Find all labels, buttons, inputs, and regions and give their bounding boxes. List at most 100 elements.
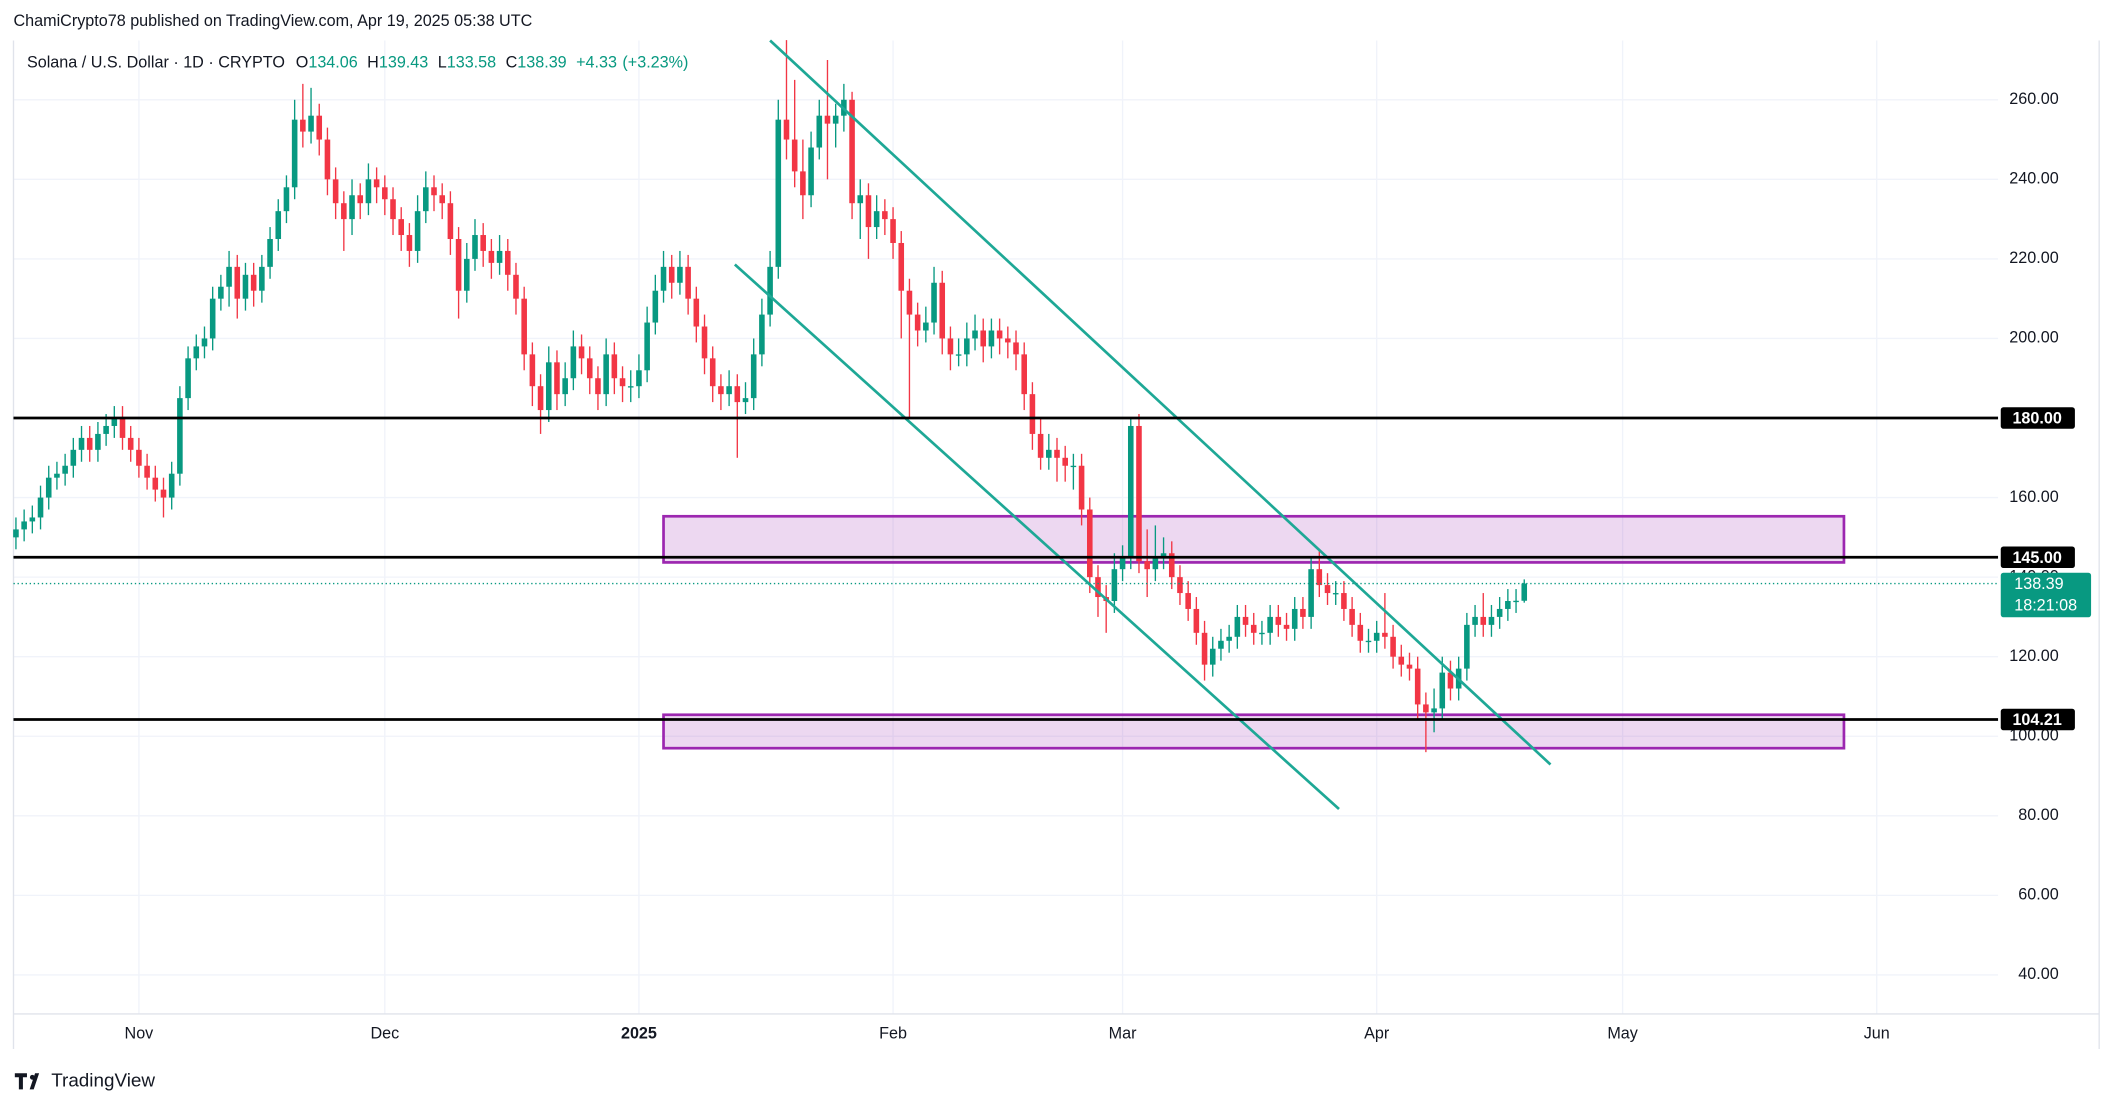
candle-body — [1291, 608, 1298, 629]
candle-body — [357, 195, 364, 204]
candle-body — [619, 378, 626, 387]
candle-body — [1218, 640, 1224, 649]
candle-body — [857, 195, 864, 204]
candle-body — [423, 187, 429, 212]
candle-body — [1177, 577, 1183, 594]
candle-body — [1136, 425, 1142, 562]
candle-body — [168, 473, 175, 498]
candle-body — [972, 330, 978, 339]
candle-body — [1242, 616, 1249, 625]
candle-body — [136, 449, 142, 466]
candle-body — [1341, 593, 1347, 609]
candle-body — [283, 187, 290, 212]
candle-body — [791, 139, 798, 172]
candle-body — [660, 266, 667, 291]
candle-body — [1447, 672, 1454, 689]
candle-body — [1087, 509, 1093, 578]
candle-body — [1168, 553, 1175, 578]
candle-body — [1185, 593, 1191, 609]
candle-body — [1480, 616, 1487, 625]
candle-body — [144, 465, 150, 478]
symbol: Solana / U.S. Dollar · 1D · CRYPTO — [27, 54, 285, 72]
candle-body — [160, 489, 167, 498]
candle-body — [1095, 577, 1101, 598]
candle-body — [390, 199, 396, 220]
candle-body — [504, 250, 511, 275]
candle-body — [308, 115, 314, 132]
candle-body — [1431, 708, 1437, 713]
candle-body — [685, 266, 691, 299]
y-tick-label: 220.00 — [2009, 249, 2058, 267]
candle-body — [1029, 394, 1036, 434]
y-tick-label: 40.00 — [2018, 965, 2058, 983]
ohlc-value: 138.39 — [517, 54, 566, 72]
candle-body — [119, 418, 126, 438]
candle-body — [226, 266, 232, 287]
ohlc-key: H — [367, 54, 379, 72]
candle-body — [439, 195, 445, 204]
candle-body — [1046, 449, 1052, 458]
candle-body — [267, 239, 273, 267]
candle-body — [242, 274, 249, 299]
candle-body — [1406, 664, 1413, 669]
candle-body — [1234, 616, 1241, 637]
candle-body — [1365, 640, 1372, 643]
candle-body — [1488, 616, 1495, 625]
ohlc-value: 134.06 — [308, 54, 357, 72]
candle-body — [464, 258, 470, 291]
publisher-line: ChamiCrypto78 published on TradingView.c… — [13, 12, 532, 30]
candle-body — [13, 529, 19, 538]
candle-body — [1152, 557, 1159, 570]
level-tag-label: 104.21 — [2012, 711, 2061, 729]
candle-body — [201, 338, 208, 347]
candle-body — [209, 298, 216, 339]
candle-body — [1513, 600, 1519, 603]
candle-body — [37, 497, 44, 518]
candle-body — [1308, 569, 1314, 617]
candle-body — [1398, 656, 1405, 665]
x-tick-label: Jun — [1864, 1024, 1890, 1042]
candle-body — [488, 250, 495, 263]
candle-body — [1373, 632, 1380, 641]
level-tag — [2000, 407, 2075, 429]
candle-body — [1070, 465, 1077, 468]
candle-body — [996, 330, 1003, 339]
candle-body — [1037, 433, 1044, 458]
candle-body — [767, 266, 773, 315]
candle-body — [849, 99, 855, 204]
candle-body — [349, 195, 355, 220]
candle-body — [865, 195, 872, 228]
candle-body — [783, 119, 790, 140]
ohlc-key: L — [438, 54, 447, 72]
candle-body — [406, 235, 413, 251]
candle-body — [472, 235, 478, 259]
change-pct: (+3.23%) — [622, 54, 688, 72]
candle-body — [250, 274, 257, 291]
candle-body — [955, 354, 962, 356]
candle-body — [480, 235, 486, 251]
candle-body — [939, 282, 946, 339]
y-tick-label: 260.00 — [2009, 90, 2058, 108]
candle-body — [537, 386, 544, 411]
candle-body — [62, 465, 68, 474]
y-tick-label: 60.00 — [2018, 886, 2058, 904]
candle-body — [759, 314, 765, 355]
x-tick-label: Apr — [1364, 1024, 1390, 1042]
y-tick-label: 160.00 — [2009, 488, 2058, 506]
candle-body — [398, 219, 405, 236]
candle-body — [341, 203, 347, 220]
candle-body — [701, 326, 708, 359]
candle-body — [1013, 342, 1019, 355]
candle-body — [21, 521, 27, 530]
candle-body — [1054, 449, 1060, 458]
ohlc-key: O — [296, 54, 309, 72]
ohlc-value: 133.58 — [447, 54, 496, 72]
footer-brand: TradingView — [51, 1069, 155, 1090]
tradingview-logo — [14, 1073, 40, 1090]
x-tick-label: May — [1607, 1024, 1638, 1042]
x-tick-label: 2025 — [621, 1024, 657, 1042]
candle-body — [627, 386, 634, 388]
candle-body — [234, 266, 241, 299]
candle-body — [1005, 338, 1011, 343]
